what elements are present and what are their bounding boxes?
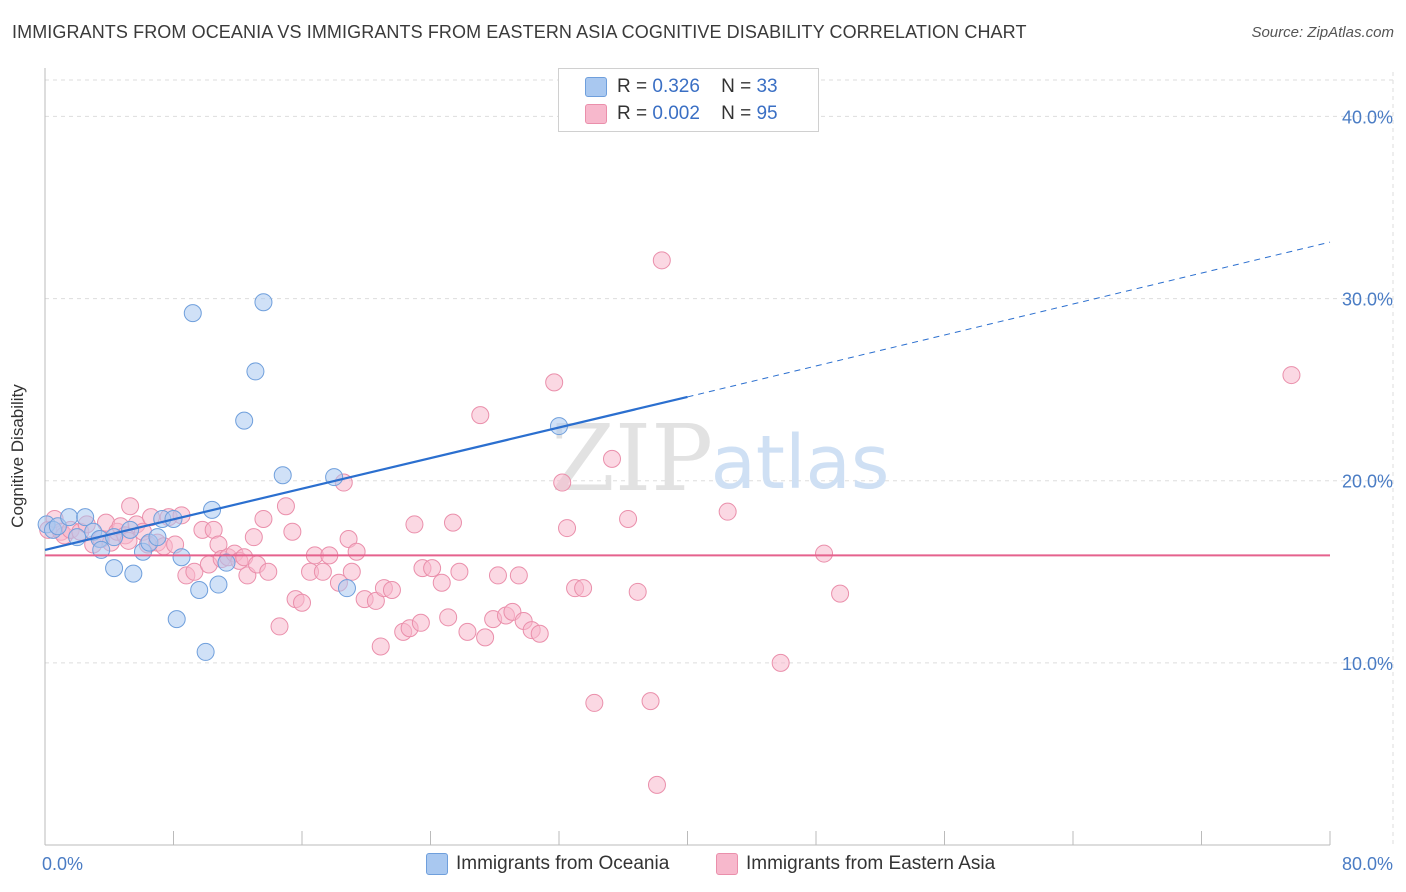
data-point-eastern-asia [574, 579, 593, 598]
data-point-oceania [183, 304, 202, 323]
data-point-eastern-asia [283, 522, 302, 541]
data-point-eastern-asia [366, 591, 385, 610]
data-point-eastern-asia [185, 562, 204, 581]
data-point-eastern-asia [771, 653, 790, 672]
x-tick-label: 80.0% [1342, 854, 1393, 874]
bottom-legend-label-oceania: Immigrants from Oceania [456, 853, 670, 874]
data-point-eastern-asia [553, 473, 572, 492]
y-axis-title: Cognitive Disability [8, 384, 27, 528]
data-point-oceania [105, 559, 124, 578]
y-tick-label: 20.0% [1342, 472, 1393, 492]
data-point-eastern-asia [488, 566, 507, 585]
legend-swatch-oceania [585, 77, 607, 97]
data-point-eastern-asia [371, 637, 390, 656]
data-point-eastern-asia [347, 542, 366, 561]
legend-r-label: R = [617, 103, 648, 124]
data-point-oceania [148, 528, 167, 547]
data-point-eastern-asia [270, 617, 289, 636]
data-point-oceania [235, 411, 254, 430]
data-point-eastern-asia [293, 593, 311, 612]
bottom-legend-swatch-eastern-asia [716, 853, 738, 875]
data-point-oceania [209, 575, 228, 594]
data-point-eastern-asia [545, 373, 564, 392]
data-point-oceania [337, 579, 356, 598]
data-point-eastern-asia [471, 406, 490, 425]
y-tick-label: 40.0% [1342, 107, 1393, 127]
data-point-eastern-asia [254, 509, 273, 528]
data-point-eastern-asia [439, 608, 458, 627]
watermark: ZIP atlas [551, 405, 890, 512]
y-tick-labels: 10.0% 20.0% 30.0% 40.0% [1342, 107, 1393, 673]
data-point-oceania [92, 540, 111, 559]
legend-n-value: 33 [756, 76, 778, 97]
y-tick-label: 10.0% [1342, 654, 1393, 674]
legend-swatch-eastern-asia [585, 104, 607, 124]
data-point-eastern-asia [815, 544, 834, 563]
data-point-eastern-asia [313, 562, 332, 581]
data-point-oceania [124, 564, 143, 583]
data-point-eastern-asia [458, 622, 477, 641]
data-point-eastern-asia [244, 528, 263, 547]
series-oceania-points [37, 293, 568, 661]
data-point-oceania [60, 508, 79, 527]
legend-r-label: R = [617, 76, 648, 97]
data-point-eastern-asia [558, 519, 577, 538]
axes [44, 68, 1331, 846]
data-point-eastern-asia [432, 573, 451, 592]
data-point-eastern-asia [121, 497, 140, 516]
series-eastern-asia-points [39, 251, 1301, 794]
data-point-eastern-asia [339, 530, 358, 548]
data-point-eastern-asia [276, 497, 295, 516]
x-tick-label: 0.0% [42, 854, 83, 874]
data-point-eastern-asia [831, 584, 850, 603]
data-point-oceania [76, 508, 95, 527]
data-point-eastern-asia [652, 251, 671, 270]
data-point-eastern-asia [509, 566, 528, 585]
legend-n-label: N = [721, 76, 752, 97]
data-point-eastern-asia [450, 562, 469, 581]
trend-line-oceania [44, 395, 688, 551]
data-point-oceania [196, 642, 215, 661]
data-point-eastern-asia [718, 502, 737, 521]
data-point-eastern-asia [530, 624, 549, 643]
data-point-eastern-asia [443, 513, 462, 532]
data-point-eastern-asia [647, 775, 666, 794]
data-point-eastern-asia [411, 613, 430, 632]
legend-n-value: 95 [756, 103, 778, 124]
data-point-oceania [167, 610, 186, 629]
source-label: Source: ZipAtlas.com [1251, 24, 1394, 41]
chart-title: IMMIGRANTS FROM OCEANIA VS IMMIGRANTS FR… [12, 22, 1027, 42]
data-point-eastern-asia [1282, 366, 1301, 385]
watermark-atlas: atlas [711, 420, 890, 506]
data-point-eastern-asia [603, 449, 622, 468]
y-tick-label: 30.0% [1342, 290, 1393, 310]
trend-lines [44, 241, 1331, 557]
data-point-eastern-asia [628, 582, 647, 601]
legend-r-value: 0.002 [652, 103, 700, 124]
data-point-eastern-asia [619, 509, 638, 528]
data-point-eastern-asia [342, 562, 361, 581]
trend-line-oceania-extension [687, 241, 1331, 398]
data-point-eastern-asia [259, 562, 278, 581]
bottom-legend-swatch-oceania [426, 853, 448, 875]
data-point-oceania [172, 548, 191, 567]
watermark-zip: ZIP [551, 405, 713, 512]
data-point-oceania [217, 553, 236, 572]
data-point-oceania [273, 466, 292, 485]
data-point-eastern-asia [405, 515, 424, 534]
data-point-eastern-asia [382, 581, 401, 599]
legend-r-value: 0.326 [652, 76, 700, 97]
data-point-eastern-asia [585, 693, 604, 712]
data-point-oceania [190, 581, 209, 599]
data-point-oceania [254, 293, 273, 312]
data-point-eastern-asia [423, 559, 442, 578]
data-point-eastern-asia [641, 692, 660, 711]
legend-n-label: N = [721, 103, 752, 124]
data-point-oceania [246, 362, 265, 381]
x-tick-labels: 0.0% 80.0% [42, 854, 1393, 874]
bottom-legend-label-eastern-asia: Immigrants from Eastern Asia [746, 853, 996, 874]
legend: R = 0.326 N = 33 R = 0.002 N = 95 [558, 68, 819, 132]
data-point-eastern-asia [476, 628, 495, 647]
